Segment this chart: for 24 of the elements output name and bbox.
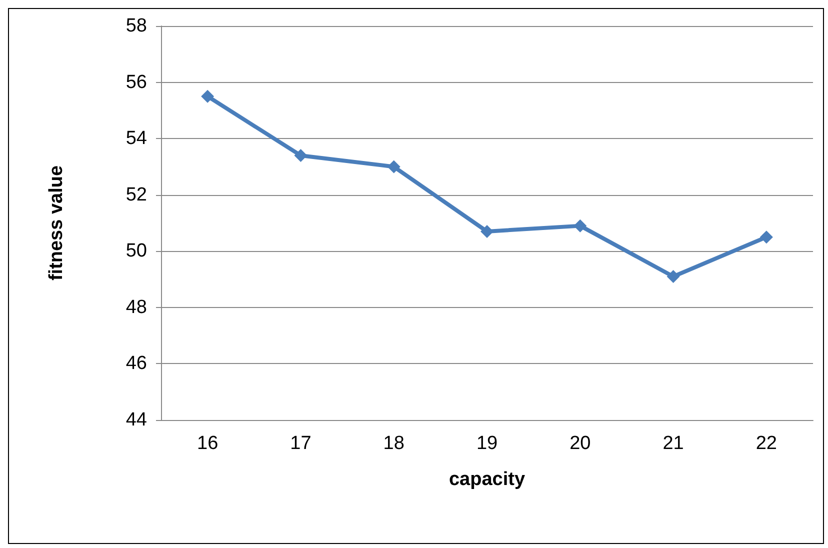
x-tick-label: 16	[197, 433, 218, 454]
x-tick-label: 17	[290, 433, 312, 454]
y-tick-label: 46	[126, 353, 147, 374]
x-axis-title: capacity	[448, 469, 526, 490]
x-tick-label: 21	[662, 433, 684, 454]
point	[760, 230, 773, 244]
y-tick-label: 44	[126, 410, 148, 430]
x-tick-label: 18	[383, 433, 404, 454]
point	[574, 219, 587, 232]
y-tick-label: 58	[126, 16, 147, 36]
y-tick-label: 50	[126, 240, 147, 262]
x-tick-label: 22	[756, 433, 777, 454]
point	[666, 270, 680, 283]
point	[294, 148, 308, 162]
point	[480, 224, 494, 238]
y-tick-label: 48	[126, 296, 147, 318]
y-axis-title: fitness value	[46, 165, 67, 281]
x-tick-label: 19	[476, 433, 498, 454]
x-tick-label: 20	[570, 433, 591, 454]
y-tick-label: 56	[126, 72, 147, 93]
y-tick-label: 54	[126, 128, 148, 150]
point	[387, 160, 400, 174]
point	[201, 90, 214, 103]
y-tick-label: 52	[126, 184, 147, 206]
